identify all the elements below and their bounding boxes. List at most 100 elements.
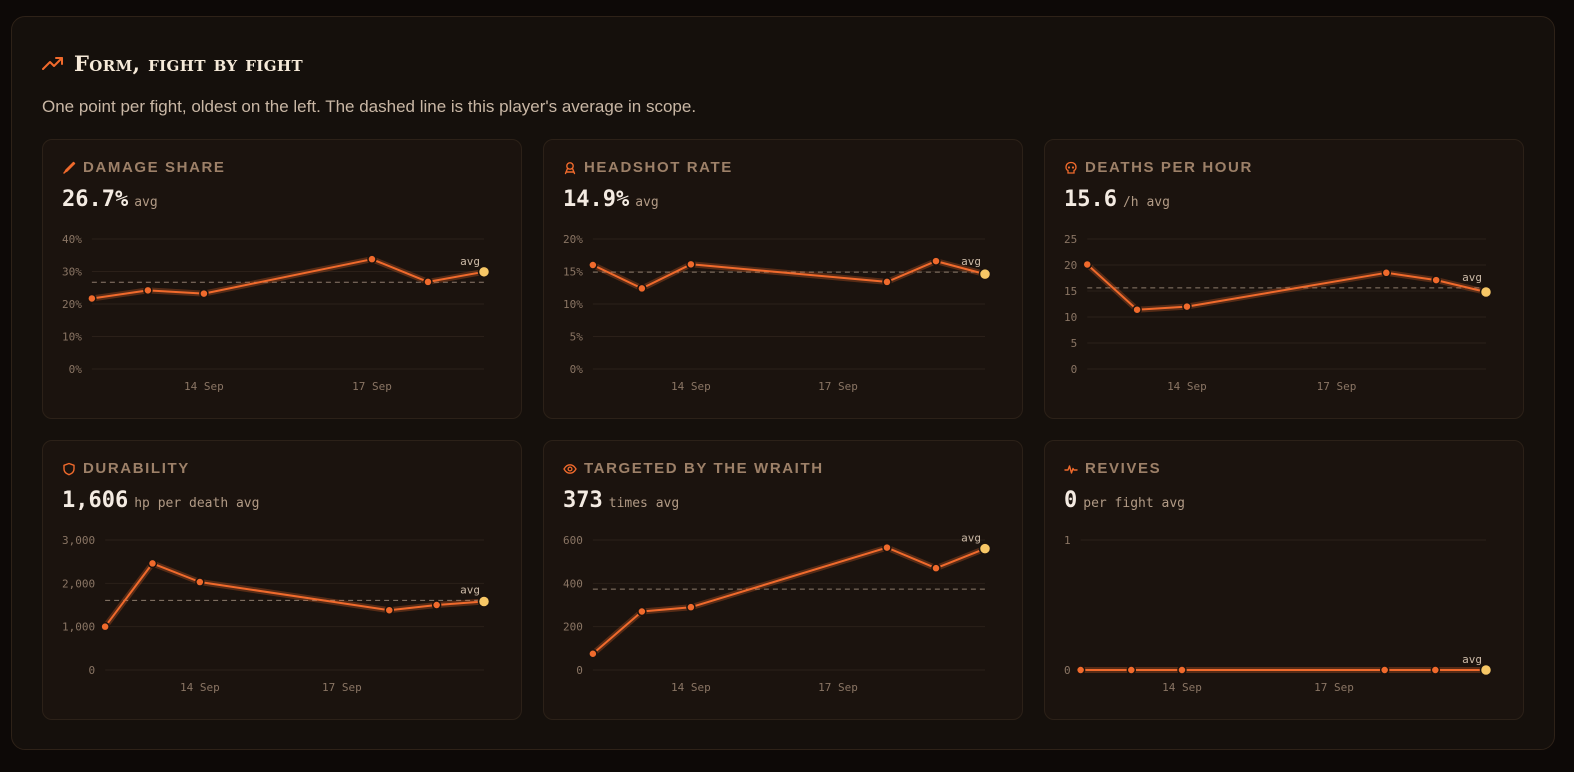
data-point[interactable] <box>588 260 598 270</box>
card-unit: hp per death avg <box>134 496 260 511</box>
x-tick-label: 14 Sep <box>180 681 220 694</box>
targeted-by-wraith-chart: 0 200 400 600 14 Sep 17 Sep avg <box>563 532 992 694</box>
y-tick-label: 0 <box>576 664 583 677</box>
series-line-glow <box>1085 262 1487 313</box>
y-tick-label: 0 <box>89 664 96 677</box>
x-tick-label: 14 Sep <box>184 380 224 393</box>
damage-share-chart: 0% 10% 20% 30% 40% 14 Sep 17 Sep avg <box>62 233 491 393</box>
y-tick-label: 1 <box>1064 534 1071 547</box>
data-point[interactable] <box>686 259 696 270</box>
y-tick-label: 20 <box>1064 259 1077 272</box>
y-tick-label: 10% <box>563 298 583 311</box>
deaths-per-hour-chart: 0 5 10 15 20 25 14 Sep 17 Sep avg <box>1064 233 1493 393</box>
data-point[interactable] <box>1132 304 1142 315</box>
data-point[interactable] <box>195 577 205 587</box>
durability-chart: 0 1,000 2,000 3,000 14 Sep 17 Sep avg <box>62 534 491 694</box>
card-title: Headshot rate <box>584 159 733 176</box>
card-value: 1,606 <box>62 488 129 513</box>
average-label: avg <box>460 255 480 268</box>
y-tick-label: 20% <box>563 233 583 246</box>
revives-chart: 0 1 14 Sep 17 Sep avg <box>1064 534 1493 694</box>
x-tick-label: 14 Sep <box>671 681 711 694</box>
card-value: 15.6 <box>1064 187 1117 212</box>
x-tick-label: 17 Sep <box>1314 681 1354 694</box>
data-point[interactable] <box>637 606 647 617</box>
data-point[interactable] <box>1182 301 1192 312</box>
y-tick-label: 25 <box>1064 233 1077 246</box>
data-point[interactable] <box>882 542 892 553</box>
card-title: Durability <box>83 460 190 477</box>
data-point[interactable] <box>931 256 941 266</box>
latest-data-point[interactable] <box>477 265 491 279</box>
y-tick-label: 400 <box>563 577 583 590</box>
latest-data-point[interactable] <box>1479 285 1493 299</box>
card-value: 26.7% <box>62 187 129 212</box>
card-deaths-per-hour: Deaths per hour 15.6/h avg 0 5 10 15 20 25 14 … <box>1044 139 1524 419</box>
x-tick-label: 17 Sep <box>818 380 858 393</box>
y-tick-label: 200 <box>563 621 583 634</box>
latest-data-point[interactable] <box>477 595 491 608</box>
average-label: avg <box>961 255 981 268</box>
data-point[interactable] <box>931 563 941 573</box>
y-tick-label: 0 <box>1064 664 1071 677</box>
data-point[interactable] <box>1075 665 1086 675</box>
data-point[interactable] <box>367 254 377 264</box>
card-targeted-by-wraith: Targeted by The Wraith 373 times avg 0 200… <box>543 440 1023 720</box>
card-headshot-rate: Headshot rate 14.9% avg 0% 5% 10% 15% 20% 14 S… <box>543 139 1023 419</box>
x-tick-label: 17 Sep <box>1317 380 1357 393</box>
data-point[interactable] <box>147 558 158 569</box>
latest-data-point[interactable] <box>978 542 992 555</box>
series-line <box>592 260 986 290</box>
data-point[interactable] <box>1430 665 1441 675</box>
card-value: 14.9% <box>563 187 630 212</box>
data-point[interactable] <box>100 621 110 632</box>
y-tick-label: 15 <box>1064 285 1077 298</box>
data-point[interactable] <box>423 277 433 287</box>
card-unit: avg <box>635 195 659 210</box>
data-point[interactable] <box>1177 665 1187 675</box>
y-tick-label: 0 <box>1071 363 1078 376</box>
data-point[interactable] <box>882 277 892 287</box>
data-point[interactable] <box>637 283 647 294</box>
y-tick-label: 5 <box>1071 337 1078 350</box>
latest-data-point[interactable] <box>978 267 992 281</box>
y-tick-label: 10% <box>62 331 82 344</box>
series-line <box>592 546 986 655</box>
series-line <box>104 562 485 628</box>
latest-data-point[interactable] <box>1479 663 1493 677</box>
card-title: Damage share <box>83 159 226 176</box>
data-point[interactable] <box>143 285 153 296</box>
card-title: Targeted by The Wraith <box>584 460 824 477</box>
data-point[interactable] <box>1381 268 1392 278</box>
average-label: avg <box>1462 653 1482 666</box>
data-point[interactable] <box>1431 275 1441 285</box>
eye-icon <box>563 463 577 474</box>
trend-up-icon <box>42 56 63 70</box>
data-point[interactable] <box>1126 665 1137 675</box>
data-point[interactable] <box>384 605 395 615</box>
shield-icon <box>63 462 75 475</box>
panel-header: Form, fight by fight <box>42 51 303 76</box>
data-point[interactable] <box>431 600 442 610</box>
data-point[interactable] <box>588 649 598 659</box>
y-tick-label: 5% <box>570 331 584 344</box>
data-point[interactable] <box>87 293 97 304</box>
series-line-glow <box>102 560 485 629</box>
card-durability: Durability 1,606 hp per death avg 0 1,000 2… <box>42 440 522 720</box>
y-tick-label: 10 <box>1064 311 1077 324</box>
data-point[interactable] <box>686 602 696 612</box>
pulse-icon <box>1064 464 1078 474</box>
x-tick-label: 17 Sep <box>352 380 392 393</box>
data-point[interactable] <box>1082 259 1092 270</box>
series-line <box>91 258 485 300</box>
panel-title: Form, fight by fight <box>74 51 304 76</box>
data-point[interactable] <box>199 288 209 299</box>
headshot-rate-chart: 0% 5% 10% 15% 20% 14 Sep 17 Sep avg <box>563 233 992 393</box>
card-value: 373 <box>563 488 603 513</box>
panel-subtitle: One point per fight, oldest on the left.… <box>42 97 697 116</box>
card-damage-share: Damage share 26.7% avg 0% 10% 20% 30% 40% 14 S… <box>42 139 522 419</box>
card-unit: /h avg <box>1122 195 1170 210</box>
skull-icon <box>1065 161 1077 174</box>
data-point[interactable] <box>1379 665 1390 675</box>
card-value: 0 <box>1064 488 1078 513</box>
